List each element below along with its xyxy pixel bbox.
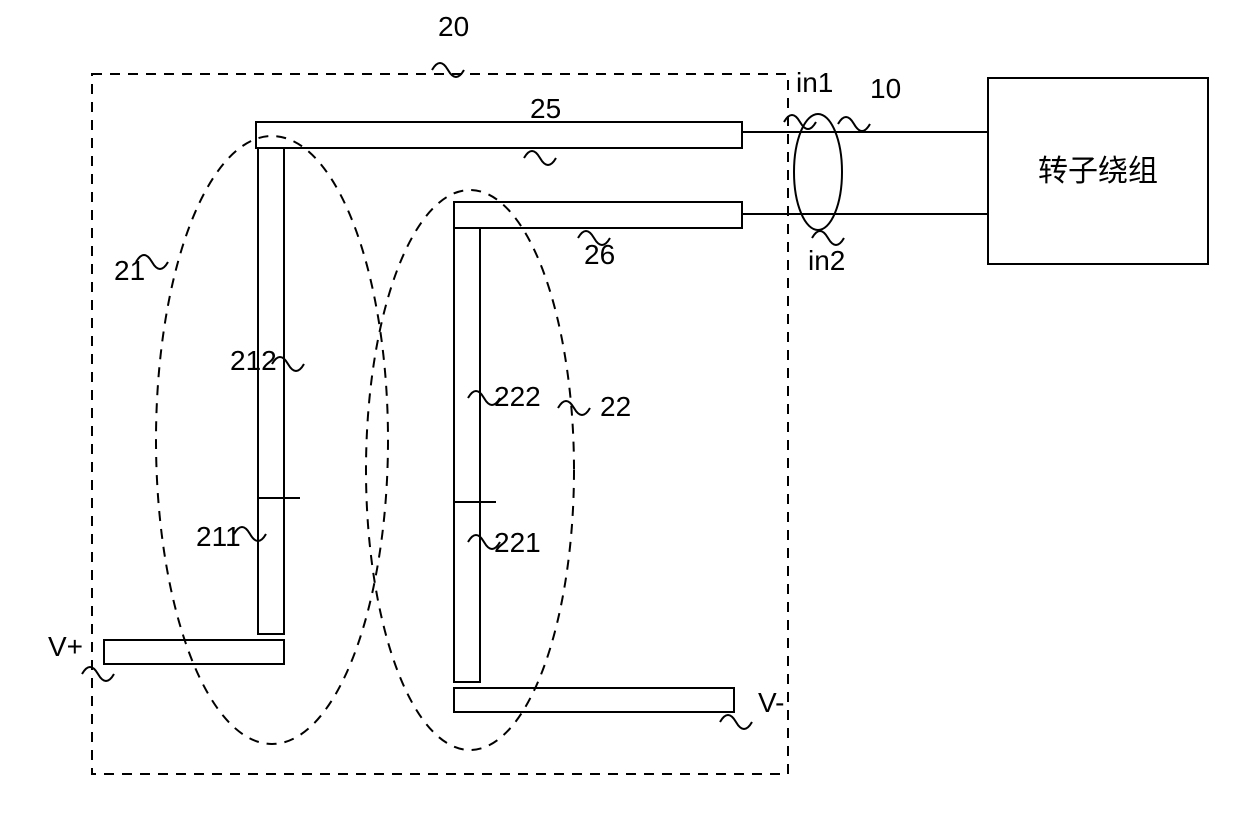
bar-barVplus <box>104 640 284 664</box>
bar-vbar1_lower <box>258 498 284 634</box>
squiggle-s10 <box>838 117 870 131</box>
ellipse-e21 <box>156 136 388 744</box>
squiggle-sVm <box>720 715 752 729</box>
bar-vbar2_upper <box>454 228 480 502</box>
ellipse-e22 <box>366 190 574 750</box>
squiggle-sVp <box>82 667 114 681</box>
label-s221: 221 <box>494 527 541 558</box>
label-s212: 212 <box>230 345 277 376</box>
label-sVm: V- <box>758 687 784 718</box>
label-s21: 21 <box>114 255 145 286</box>
label-sin2: in2 <box>808 245 845 276</box>
bar-vbar2_lower <box>454 502 480 682</box>
label-s211: 211 <box>196 521 241 552</box>
label-s222: 222 <box>494 381 541 412</box>
label-s20: 20 <box>438 11 469 42</box>
rotor-label: 转子绕组 <box>1038 155 1158 188</box>
squiggle-s212 <box>272 357 304 371</box>
label-s10: 10 <box>870 73 901 104</box>
bar-bar25 <box>256 122 742 148</box>
bar-barVminus <box>454 688 734 712</box>
bar-bar26 <box>454 202 742 228</box>
squiggle-sin2 <box>812 231 844 245</box>
bar-vbar1_upper <box>258 148 284 498</box>
label-s22: 22 <box>600 391 631 422</box>
label-s26: 26 <box>584 239 615 270</box>
squiggle-s25 <box>524 151 556 165</box>
squiggle-s22 <box>558 401 590 415</box>
label-sVp: V+ <box>48 631 83 662</box>
label-s25: 25 <box>530 93 561 124</box>
label-sin1: in1 <box>796 67 833 98</box>
